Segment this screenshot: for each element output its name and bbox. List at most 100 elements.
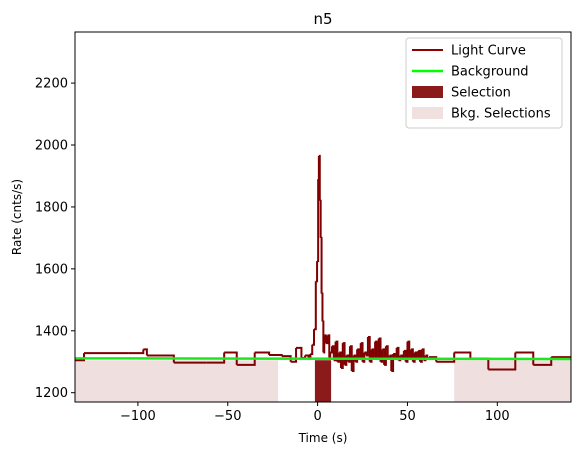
bkg-selection-region-0 [75, 360, 279, 402]
legend-label: Selection [451, 86, 511, 101]
light-curve-bin [405, 341, 409, 363]
background-layer [74, 357, 572, 361]
y-tick-label: 1800 [35, 200, 68, 215]
light-curve-bin [314, 281, 317, 331]
y-tick-label: 2000 [35, 139, 68, 154]
legend-swatch-patch [412, 86, 443, 98]
y-tick-label: 1400 [35, 324, 68, 339]
x-tick-label: −50 [214, 409, 241, 424]
x-axis-label: Time (s) [298, 431, 348, 445]
selection-region [314, 360, 332, 402]
light-curve-bin [206, 352, 226, 364]
light-curve-bin [371, 348, 375, 359]
light-curve-bin [360, 342, 364, 362]
light-curve-bin [146, 354, 175, 363]
light-curve-bin [407, 340, 411, 359]
light-curve-bin [340, 343, 344, 369]
legend-label: Bkg. Selections [451, 107, 551, 122]
legend-box [405, 37, 563, 129]
light-curve-bin [369, 349, 373, 363]
light-curve-bin [384, 346, 387, 366]
light-curve-bin [310, 344, 314, 356]
x-tick-label: 0 [313, 409, 321, 424]
light-curve-bin [380, 349, 384, 363]
light-curve-bin [378, 337, 382, 362]
light-curve-bin [321, 292, 324, 322]
light-curve-bin [412, 352, 416, 363]
light-curve-bin [75, 353, 85, 362]
light-curve-bin [385, 345, 389, 359]
light-curve-bin [421, 348, 425, 361]
light-curve-bin [254, 351, 271, 355]
x-tick-label: −100 [120, 409, 156, 424]
chart-title: n5 [313, 10, 332, 28]
light-curve-bin [335, 340, 339, 362]
light-curve-bin [393, 353, 396, 359]
light-curve-bin [322, 320, 325, 353]
y-axis-label: Rate (cnts/s) [10, 179, 24, 255]
light-curve-bin [339, 351, 342, 368]
light-curve-layer [75, 154, 571, 373]
plot-frame [74, 31, 572, 403]
light-curve-bin [236, 352, 256, 366]
light-curve-bin [325, 335, 329, 345]
light-curve-bin [396, 346, 400, 361]
background-line [74, 357, 572, 361]
x-axis-ticks: −100 −50 0 50 100 [120, 402, 510, 424]
light-curve-bin [389, 354, 393, 372]
light-curve-bin [362, 352, 366, 363]
light-curve-bin [296, 346, 303, 359]
light-curve-bin [436, 352, 456, 363]
light-curve-bin [327, 334, 331, 359]
y-tick-label: 1200 [35, 386, 68, 401]
legend-items: Light Curve Background Selection Bkg. Selec… [412, 44, 551, 122]
light-curve-bin [367, 335, 371, 362]
x-tick-label: 100 [485, 409, 510, 424]
light-curve-bin [423, 355, 427, 362]
light-curve-bin [357, 348, 360, 359]
light-curve-bin [375, 340, 378, 359]
light-curve-bin [317, 155, 320, 181]
light-curve-bin [323, 335, 326, 354]
light-curve-bin [324, 334, 327, 344]
light-curve-bin [143, 348, 148, 356]
light-curve-bin [317, 179, 320, 263]
light-curve-bin [319, 199, 322, 238]
light-curve-bin [269, 353, 283, 357]
y-axis-ticks: 1200 1400 1600 1800 2000 2200 [35, 77, 75, 401]
light-curve-bin [281, 355, 292, 362]
light-curve-bin [337, 352, 341, 363]
light-curve-bin [351, 355, 355, 373]
light-curve-bin [312, 329, 316, 346]
light-curve-bin [290, 347, 298, 363]
x-tick-label: 50 [399, 409, 416, 424]
light-curve-bin [515, 351, 535, 365]
bkg-selection-regions [75, 360, 571, 402]
legend-label: Light Curve [451, 44, 526, 59]
legend-label: Background [451, 65, 529, 80]
light-curve-bin [429, 356, 438, 362]
light-curve-bin [224, 351, 238, 365]
light-curve-bin [128, 349, 145, 355]
light-curve-bin [366, 336, 369, 357]
light-curve-bin [355, 349, 359, 363]
light-curve-bin [349, 345, 353, 372]
legend-swatch-patch [412, 107, 443, 119]
light-curve-bin [398, 355, 402, 362]
light-curve-bin [420, 349, 423, 363]
plot-area [74, 154, 572, 402]
bkg-selection-region-1 [454, 360, 571, 402]
light-curve-bin [320, 236, 323, 294]
light-curve-bin [454, 351, 472, 359]
y-tick-label: 1600 [35, 262, 68, 277]
light-curve-bin [315, 261, 319, 283]
selection-region [314, 360, 332, 402]
legend: Light Curve Background Selection Bkg. Selec… [405, 37, 563, 129]
light-curve-bin [364, 351, 368, 356]
light-curve-bin [330, 346, 333, 354]
light-curve-bin [414, 351, 418, 359]
light-curve-bin [348, 346, 351, 363]
light-curve-bin [318, 154, 321, 201]
light-curve-bin [333, 341, 337, 362]
